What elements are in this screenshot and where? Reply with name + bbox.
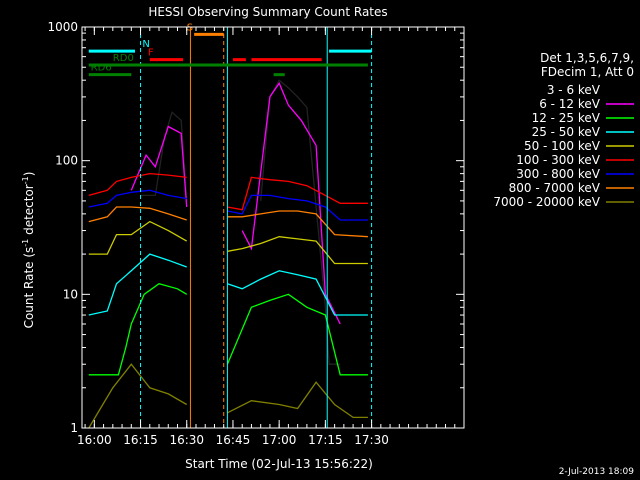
legend: Det 1,3,5,6,7,9, FDecim 1, Att 0 3 - 6 k… (493, 51, 634, 209)
series-line-1-seg2 (241, 81, 341, 325)
x-tick-label-3: 16:45 (216, 433, 251, 447)
footer-date: 2-Jul-2013 18:09 (559, 467, 635, 477)
y-tick-label-0: 1 (70, 421, 78, 435)
series-line-3-seg1 (88, 253, 187, 316)
series-line-2-seg1 (88, 282, 188, 376)
legend-label-3: 25 - 50 keV (532, 125, 601, 139)
series-line-0-seg1 (140, 111, 188, 201)
series-line-3-seg2 (227, 270, 368, 316)
y-tick-label-3: 1000 (47, 20, 78, 34)
x-tick-label-4: 17:00 (262, 433, 297, 447)
legend-label-5: 100 - 300 keV (516, 153, 600, 167)
series-line-4-seg1 (88, 220, 188, 255)
x-tick-label-6: 17:30 (354, 433, 389, 447)
x-tick-label-5: 17:15 (308, 433, 343, 447)
series-line-2-seg2 (226, 293, 368, 376)
series-line-5-seg2 (227, 176, 368, 211)
legend-label-2: 12 - 25 keV (532, 111, 601, 125)
legend-label-0: 3 - 6 keV (547, 83, 601, 97)
y-axis-label: Count Rate (s-1 detector-1) (21, 172, 36, 329)
flag-label-4: RD6 (91, 63, 112, 74)
series-line-8-seg1 (88, 363, 188, 429)
series-line-4-seg2 (227, 236, 368, 265)
chart-title: HESSI Observing Summary Count Rates (148, 5, 387, 19)
series-line-6-seg2 (227, 194, 368, 221)
series-line-1-seg1 (130, 125, 188, 208)
flag-label-1: S (187, 22, 193, 33)
x-tick-label-2: 16:30 (169, 433, 204, 447)
legend-label-1: 6 - 12 keV (539, 97, 601, 111)
vline-layer (140, 27, 373, 428)
series-line-6-seg1 (88, 189, 187, 208)
legend-label-4: 50 - 100 keV (524, 139, 601, 153)
plot-frame (81, 26, 465, 429)
flag-label-3: RD0 (113, 53, 134, 64)
x-tick-label-1: 16:15 (123, 433, 158, 447)
series-line-5-seg1 (88, 172, 187, 197)
legend-label-8: 7000 - 20000 keV (493, 195, 600, 209)
series-line-8-seg2 (227, 381, 368, 419)
x-axis-label: Start Time (02-Jul-13 15:56:22) (185, 457, 373, 471)
flag-label-2: F (148, 48, 154, 59)
series-line-7-seg1 (88, 206, 187, 223)
legend-label-7: 800 - 7000 keV (509, 181, 601, 195)
x-tick-label-0: 16:00 (77, 433, 112, 447)
legend-header-line2: FDecim 1, Att 0 (541, 65, 634, 79)
flag-label-0: N (142, 39, 149, 50)
legend-label-6: 300 - 800 keV (516, 167, 600, 181)
axis-layer: 16:00 16:15 16:30 16:45 17:00 17:15 17:30 1 10 10… (47, 20, 465, 447)
y-tick-label-1: 10 (63, 287, 78, 301)
y-tick-label-2: 100 (55, 154, 78, 168)
series-layer (88, 79, 368, 429)
legend-header-line1: Det 1,3,5,6,7,9, (540, 51, 634, 65)
series-line-7-seg2 (227, 210, 368, 238)
